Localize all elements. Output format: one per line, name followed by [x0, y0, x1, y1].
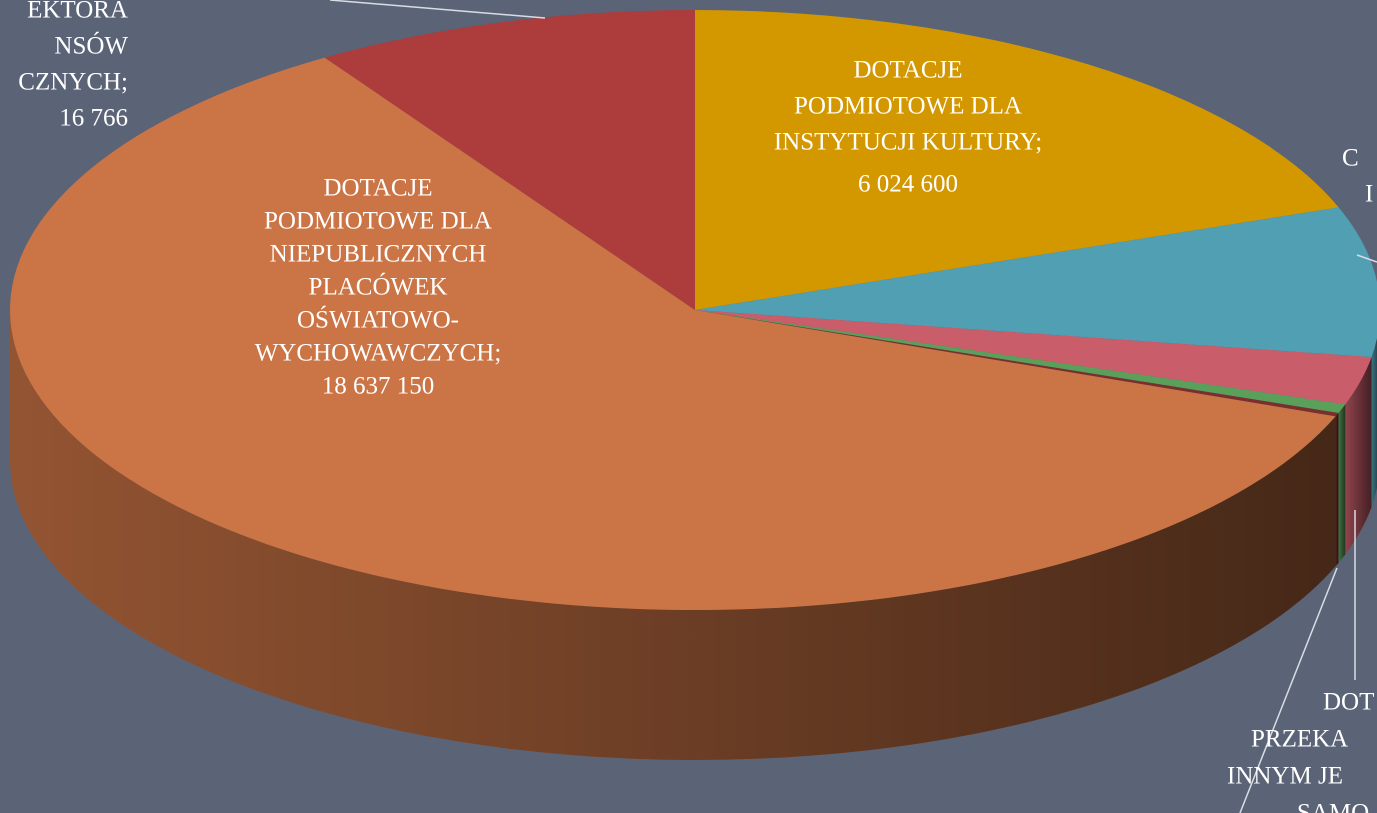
data-label-line: DOT: [1323, 689, 1374, 716]
data-label-value: 16 766: [59, 105, 128, 132]
leader-line: [329, 0, 546, 19]
data-label-line: PODMIOTOWE DLA: [264, 208, 492, 235]
pie-slice: [695, 310, 1339, 417]
pie-slice: [695, 10, 1339, 310]
data-label-line: DOTACJE: [853, 57, 962, 84]
data-label-line: C: [1342, 145, 1359, 172]
data-label-line: SAMO: [1297, 800, 1369, 813]
data-label-line: PODMIOTOWE DLA: [794, 93, 1022, 120]
pie-slice: [695, 310, 1372, 405]
pie-side-shade: [1335, 412, 1339, 567]
pie-slice: [324, 10, 695, 310]
data-label-line: NSÓW: [54, 32, 128, 60]
pie-sides: [9, 310, 1377, 760]
data-label-value: 18 637 150: [322, 373, 435, 400]
data-label-line: NIEPUBLICZNYCH: [270, 241, 487, 268]
data-label-line: DOTACJE: [323, 175, 432, 202]
pie-slice: [695, 207, 1377, 358]
data-label-line: WYCHOWAWCZYCH;: [255, 340, 502, 367]
data-label-line: EKTORA: [27, 0, 128, 24]
leader-lines: [329, 0, 1377, 813]
data-label-line: PRZEKA: [1251, 726, 1348, 753]
data-labels: DOTACJE PODMIOTOWE DLA INSTYTUCJI KULTURY;…: [18, 0, 1374, 813]
pie-side-shade: [1345, 357, 1372, 555]
pie-side-shade: [1338, 404, 1346, 563]
data-label-line: PLACÓWEK: [309, 273, 448, 301]
pie-slice: [9, 57, 1336, 611]
data-label-line: CZNYCH;: [18, 69, 128, 96]
pie-slice: [695, 310, 1346, 413]
data-label-value: 6 024 600: [858, 171, 958, 198]
pie-side-shade: [9, 310, 1336, 760]
data-label-line: OŚWIATOWO-: [297, 306, 459, 334]
data-label-line: INSTYTUCJI KULTURY;: [774, 129, 1042, 156]
pie-tops: [9, 10, 1377, 611]
data-label-line: INNYM JE: [1227, 763, 1343, 790]
leader-line: [1239, 567, 1338, 813]
data-label-line: I: [1365, 181, 1373, 208]
pie-side-shade: [1371, 338, 1377, 508]
leader-line: [1356, 254, 1377, 263]
